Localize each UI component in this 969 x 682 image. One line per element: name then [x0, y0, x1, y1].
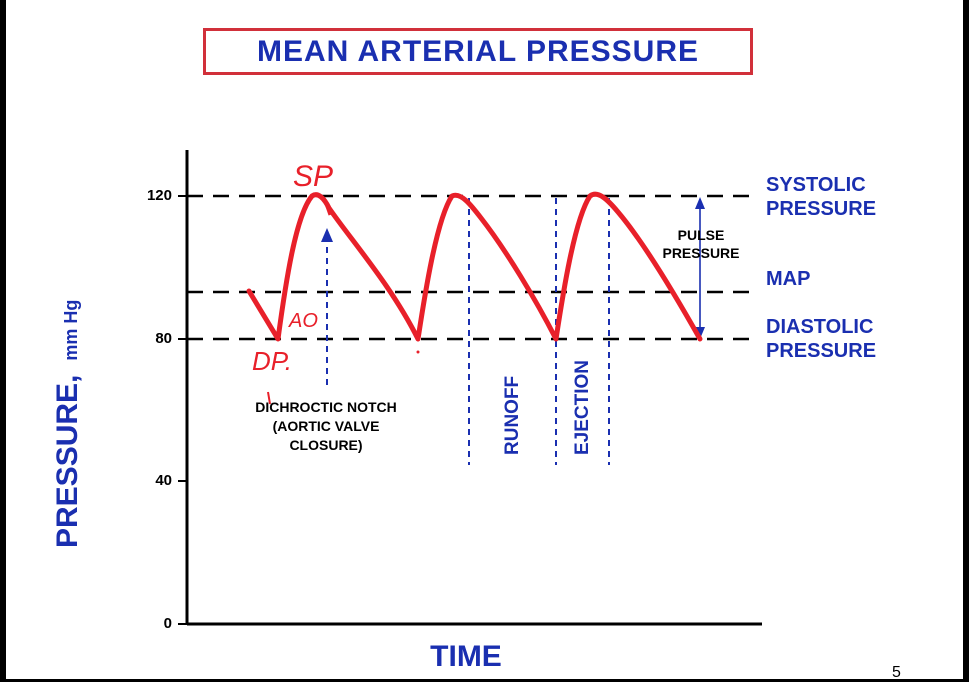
pressure-waveform	[246, 191, 703, 342]
y-tick-label-80: 80	[155, 330, 172, 347]
title-box: MEAN ARTERIAL PRESSURE	[203, 28, 753, 75]
notch-dot	[416, 350, 420, 354]
page-number: 5	[892, 664, 901, 681]
notch-tick-mark	[322, 197, 332, 216]
systolic-label-line1: SYSTOLIC	[766, 174, 866, 196]
handwritten-dp: DP.	[252, 346, 292, 376]
handwritten-sp: SP	[293, 160, 333, 193]
notch-arrow-head	[321, 228, 333, 242]
dp-tick-mark	[267, 391, 271, 405]
pulse-pressure-line1: PULSE	[677, 227, 725, 243]
notch-label-line2: (AORTIC VALVE	[272, 418, 380, 434]
map-label: MAP	[766, 268, 811, 290]
systolic-label-line2: PRESSURE	[766, 198, 877, 220]
diastolic-label-line1: DIASTOLIC	[766, 316, 874, 338]
y-tick-label-40: 40	[155, 472, 172, 489]
y-tick-label-0: 0	[163, 615, 172, 632]
pressure-diagram: SP AO DP.	[178, 150, 762, 626]
diastolic-label-line2: PRESSURE	[766, 340, 877, 362]
ejection-label: EJECTION	[572, 359, 593, 455]
pulse-pressure-label: PULSE PRESSURE	[646, 226, 756, 262]
notch-label-line3: CLOSURE)	[289, 437, 363, 453]
diastolic-label: DIASTOLIC PRESSURE	[766, 315, 876, 363]
y-axis-label-units: mm Hg	[61, 299, 81, 361]
dicrotic-notch-label: DICHROCTIC NOTCH (AORTIC VALVE CLOSURE)	[236, 398, 416, 455]
x-axis-label: TIME	[430, 640, 502, 673]
handwritten-ao: AO	[288, 310, 318, 332]
y-tick-label-120: 120	[146, 187, 172, 204]
y-axis-label-main: PRESSURE,	[51, 374, 84, 548]
slide: MEAN ARTERIAL PRESSURE SP AO D	[6, 0, 963, 681]
runoff-label: RUNOFF	[502, 375, 523, 455]
notch-label-line1: DICHROCTIC NOTCH	[255, 399, 397, 415]
pulse-arrow-top	[695, 197, 705, 209]
y-axis-label: PRESSURE, mm Hg	[51, 300, 85, 548]
slide-title: MEAN ARTERIAL PRESSURE	[256, 34, 700, 68]
systolic-label: SYSTOLIC PRESSURE	[766, 173, 876, 221]
pulse-pressure-line2: PRESSURE	[662, 245, 740, 261]
